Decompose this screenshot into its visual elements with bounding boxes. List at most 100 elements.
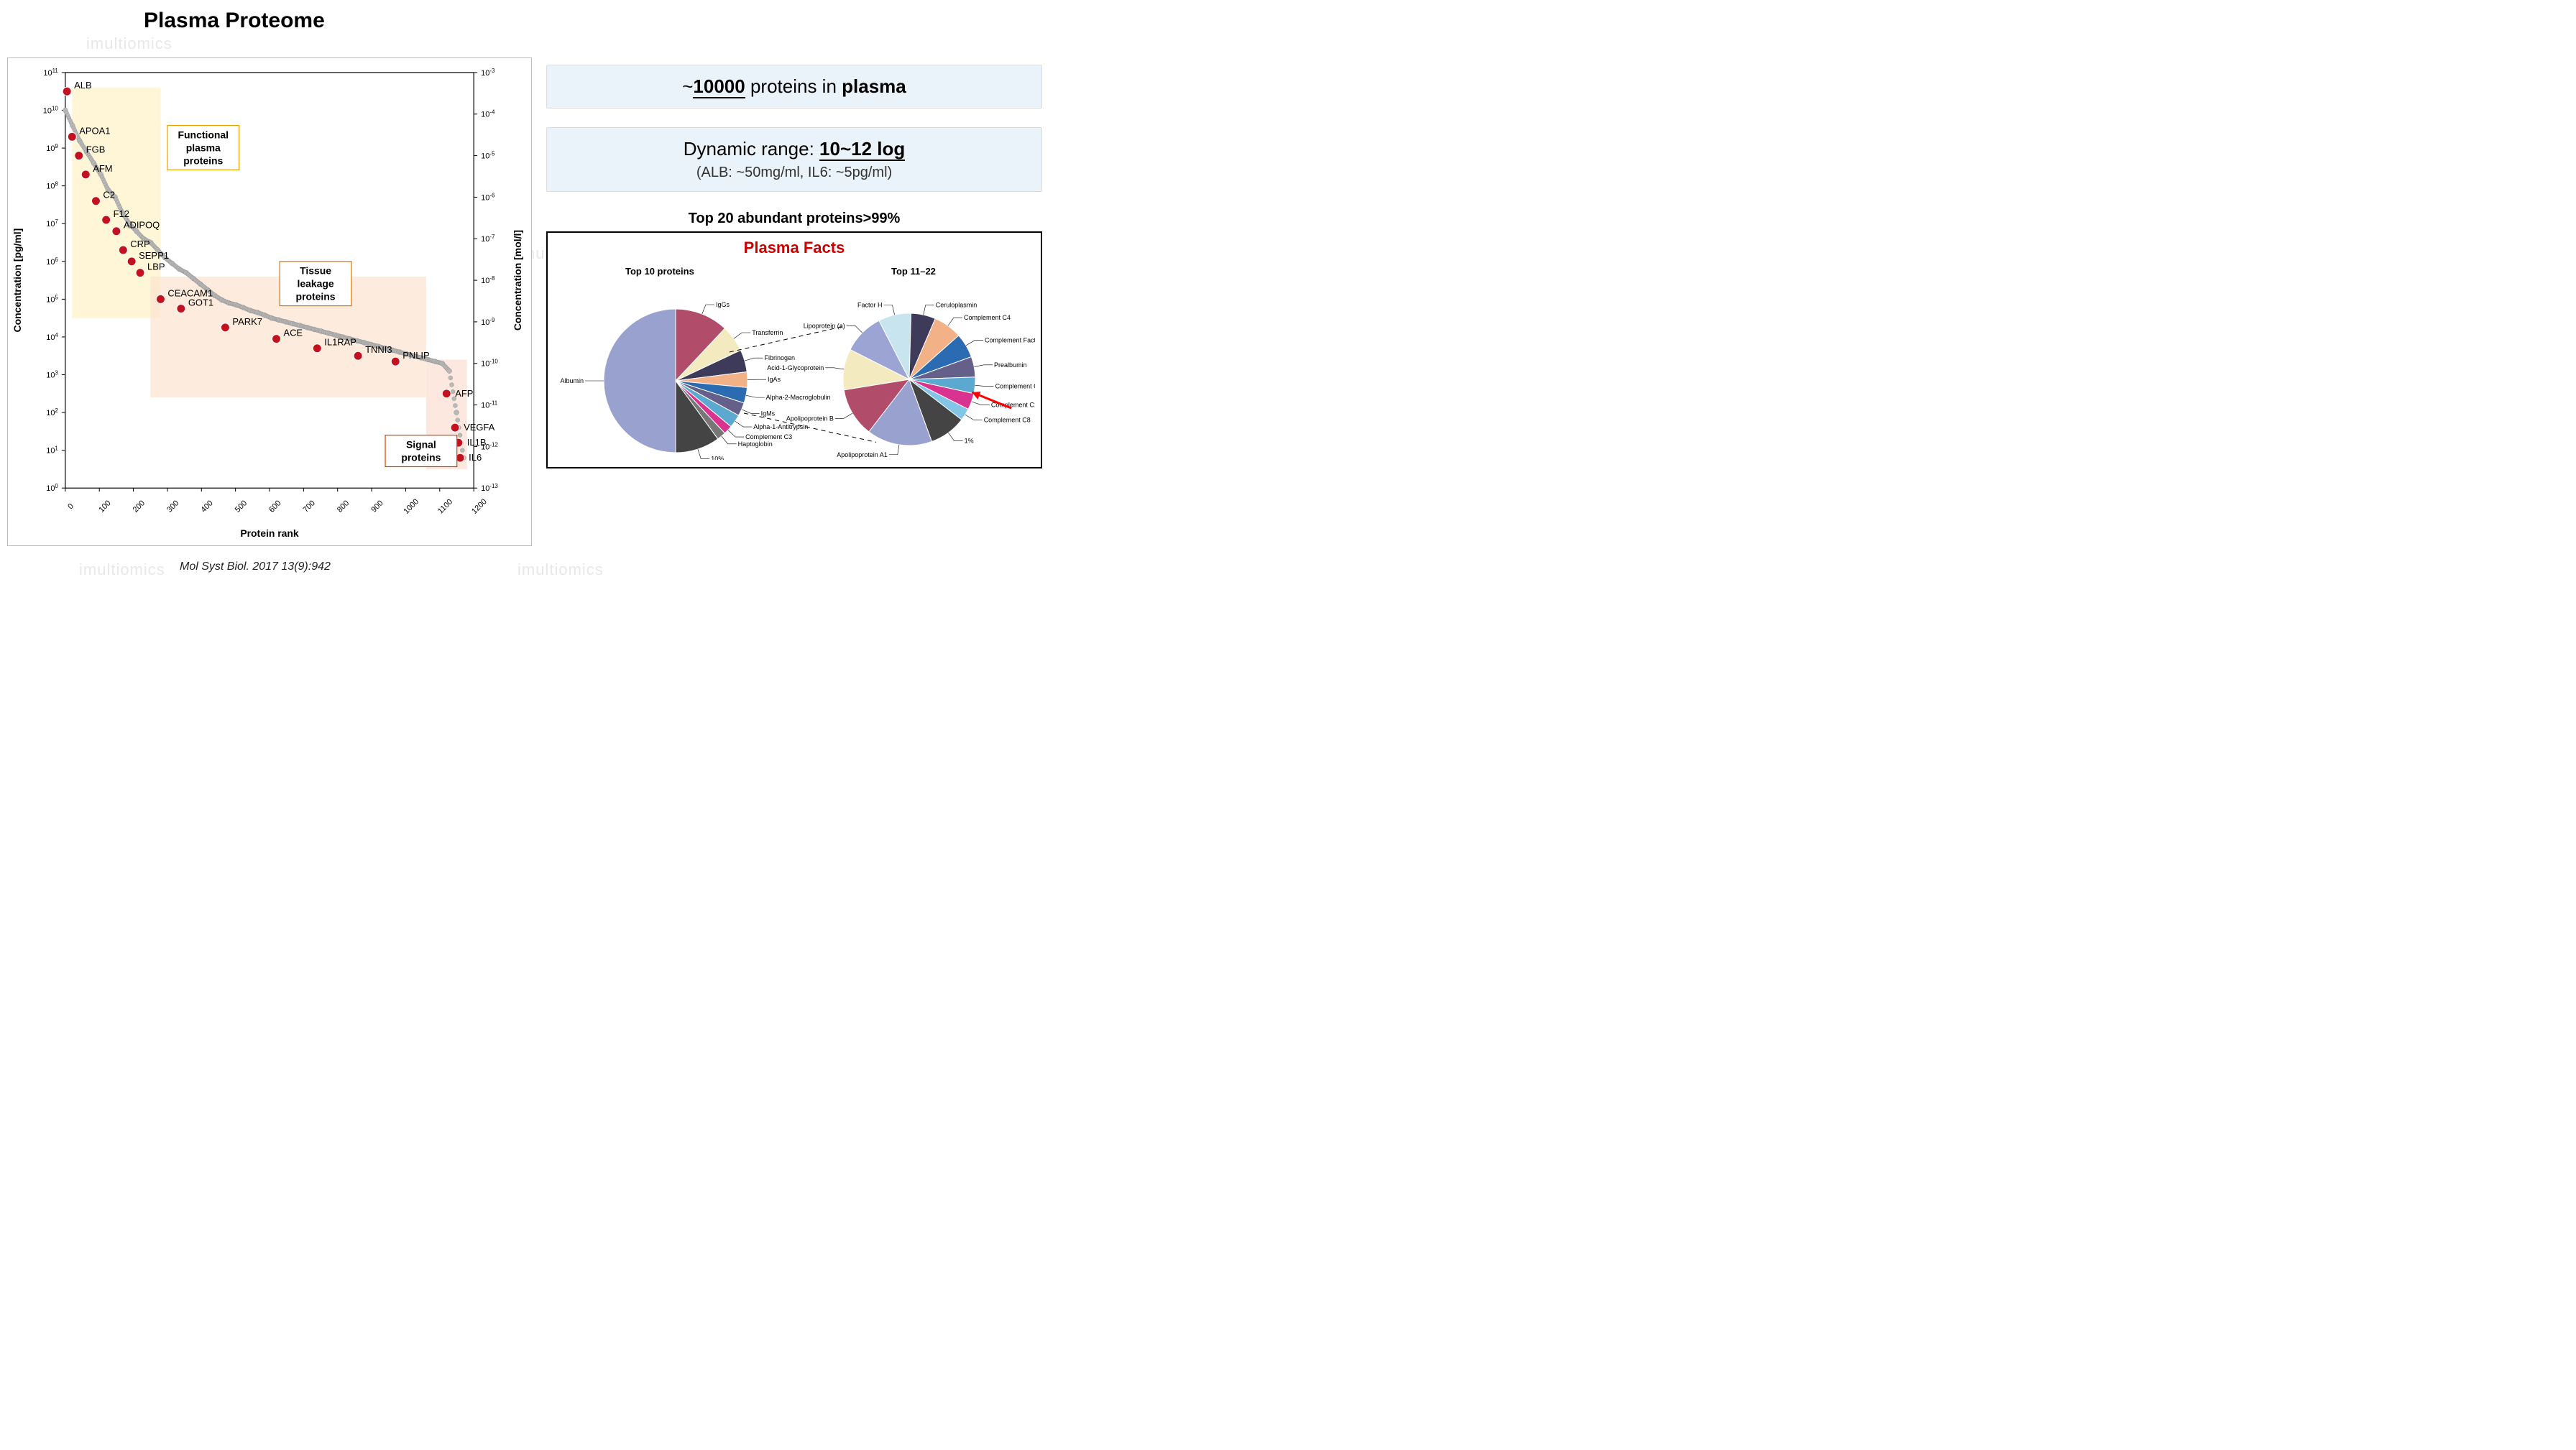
svg-text:Haptoglobin: Haptoglobin <box>738 440 773 448</box>
svg-text:1000: 1000 <box>402 497 420 516</box>
svg-text:SEPP1: SEPP1 <box>139 250 169 261</box>
pie2-subtitle: Top 11–22 <box>891 266 936 277</box>
watermark: imultiomics <box>79 560 165 579</box>
svg-text:10-6: 10-6 <box>481 192 495 203</box>
svg-text:1200: 1200 <box>470 497 489 516</box>
svg-text:10-13: 10-13 <box>481 483 498 494</box>
svg-text:1011: 1011 <box>43 67 58 78</box>
svg-text:700: 700 <box>302 499 317 514</box>
svg-text:CRP: CRP <box>130 239 150 249</box>
band2-line1-pre: Dynamic range: <box>684 138 819 160</box>
svg-text:plasma: plasma <box>186 142 221 153</box>
svg-text:leakage: leakage <box>297 278 334 290</box>
svg-text:105: 105 <box>46 294 58 305</box>
svg-text:IgGs: IgGs <box>716 301 730 308</box>
svg-text:500: 500 <box>234 499 249 514</box>
plasma-facts-title: Plasma Facts <box>553 239 1035 257</box>
svg-text:100: 100 <box>46 483 58 494</box>
top20-heading: Top 20 abundant proteins>99% <box>546 211 1042 227</box>
svg-text:proteins: proteins <box>401 452 441 463</box>
svg-text:proteins: proteins <box>296 291 336 303</box>
svg-text:Apolipoprotein B: Apolipoprotein B <box>786 415 834 422</box>
svg-text:PARK7: PARK7 <box>232 316 262 327</box>
svg-text:103: 103 <box>46 369 58 380</box>
svg-text:Albumin: Albumin <box>560 377 584 384</box>
svg-text:Apolipoprotein A1: Apolipoprotein A1 <box>837 451 888 458</box>
svg-text:800: 800 <box>336 499 351 514</box>
svg-text:FGB: FGB <box>86 144 106 155</box>
svg-text:10-7: 10-7 <box>481 234 495 244</box>
svg-text:1010: 1010 <box>43 105 59 116</box>
svg-text:Transferrin: Transferrin <box>752 329 783 336</box>
svg-text:Alpha-2-Macroglobulin: Alpha-2-Macroglobulin <box>766 394 831 401</box>
svg-text:APOA1: APOA1 <box>79 125 110 136</box>
svg-text:Functional: Functional <box>178 129 229 140</box>
svg-text:LBP: LBP <box>147 262 165 272</box>
band1-mid: proteins in <box>745 75 842 97</box>
svg-text:F12: F12 <box>114 208 129 219</box>
scatter-chart-panel: 0100200300400500600700800900100011001200… <box>7 57 532 546</box>
svg-text:109: 109 <box>46 143 58 153</box>
svg-text:10-10: 10-10 <box>481 358 498 369</box>
svg-text:Ceruloplasmin: Ceruloplasmin <box>936 301 978 308</box>
svg-text:Factor H: Factor H <box>857 302 883 309</box>
svg-text:IL1B: IL1B <box>467 437 487 448</box>
svg-text:IgMs: IgMs <box>761 410 776 417</box>
svg-text:100: 100 <box>97 499 112 514</box>
plasma-facts-panel: Plasma Facts Albumin IgGs Transferrin Fibri… <box>546 231 1042 468</box>
svg-text:108: 108 <box>46 180 58 191</box>
svg-text:PNLIP: PNLIP <box>402 350 429 361</box>
svg-text:300: 300 <box>165 499 180 514</box>
svg-text:Tissue: Tissue <box>300 265 331 277</box>
band1-number: 10000 <box>693 75 745 98</box>
svg-text:Complement C8: Complement C8 <box>984 416 1031 423</box>
svg-text:106: 106 <box>46 256 58 267</box>
svg-text:IL6: IL6 <box>469 452 482 463</box>
svg-text:107: 107 <box>46 218 58 229</box>
svg-text:Concentration [pg/ml]: Concentration [pg/ml] <box>12 228 23 333</box>
band1-pre: ~ <box>682 75 693 97</box>
svg-text:Protein rank: Protein rank <box>240 527 299 539</box>
svg-text:proteins: proteins <box>183 154 223 166</box>
svg-text:Acid-1-Glycoprotein: Acid-1-Glycoprotein <box>767 364 824 371</box>
watermark: imultiomics <box>518 560 604 579</box>
band2-line2: (ALB: ~50mg/ml, IL6: ~5pg/ml) <box>567 165 1021 181</box>
svg-text:Concentration [mol/l]: Concentration [mol/l] <box>512 230 523 331</box>
pie-charts-svg: Albumin IgGs Transferrin Fibrinogen IgAs Alph… <box>553 259 1035 460</box>
svg-text:AFP: AFP <box>455 388 473 399</box>
svg-text:101: 101 <box>46 445 58 456</box>
svg-text:TNNI3: TNNI3 <box>365 344 392 355</box>
band1-word: plasma <box>842 75 906 97</box>
svg-text:GOT1: GOT1 <box>188 297 213 308</box>
svg-text:10-3: 10-3 <box>481 67 495 78</box>
page-title: Plasma Proteome <box>144 9 325 33</box>
pie1-subtitle: Top 10 proteins <box>625 266 694 277</box>
svg-text:ACE: ACE <box>283 328 303 338</box>
svg-text:Complement Factor B: Complement Factor B <box>985 337 1035 344</box>
svg-text:AFM: AFM <box>93 163 112 174</box>
svg-text:1%: 1% <box>965 438 974 445</box>
svg-text:10%: 10% <box>711 455 724 460</box>
svg-text:Complement C9: Complement C9 <box>995 383 1035 390</box>
svg-text:IgAs: IgAs <box>768 376 781 383</box>
svg-text:ADIPOQ: ADIPOQ <box>124 220 160 231</box>
svg-text:IL1RAP: IL1RAP <box>324 337 356 348</box>
svg-text:1100: 1100 <box>436 497 454 515</box>
svg-text:200: 200 <box>132 499 147 514</box>
info-band-range: Dynamic range: 10~12 log (ALB: ~50mg/ml,… <box>546 127 1042 192</box>
svg-text:10-4: 10-4 <box>481 108 495 119</box>
svg-text:C2: C2 <box>103 190 115 200</box>
info-band-count: ~10000 proteins in plasma <box>546 65 1042 108</box>
svg-text:10-11: 10-11 <box>481 400 498 410</box>
svg-text:10-9: 10-9 <box>481 316 495 327</box>
svg-text:104: 104 <box>46 331 58 342</box>
svg-text:Complement C3: Complement C3 <box>745 433 792 440</box>
svg-text:Fibrinogen: Fibrinogen <box>764 354 795 361</box>
svg-text:102: 102 <box>46 407 58 418</box>
svg-text:VEGFA: VEGFA <box>464 422 495 433</box>
band2-line1-num: 10~12 log <box>819 138 905 161</box>
svg-text:ALB: ALB <box>74 80 91 91</box>
citation: Mol Syst Biol. 2017 13(9):942 <box>180 560 331 573</box>
svg-text:Alpha-1-Antitrypsin: Alpha-1-Antitrypsin <box>753 423 808 430</box>
right-column: ~10000 proteins in plasma Dynamic range:… <box>546 65 1042 468</box>
